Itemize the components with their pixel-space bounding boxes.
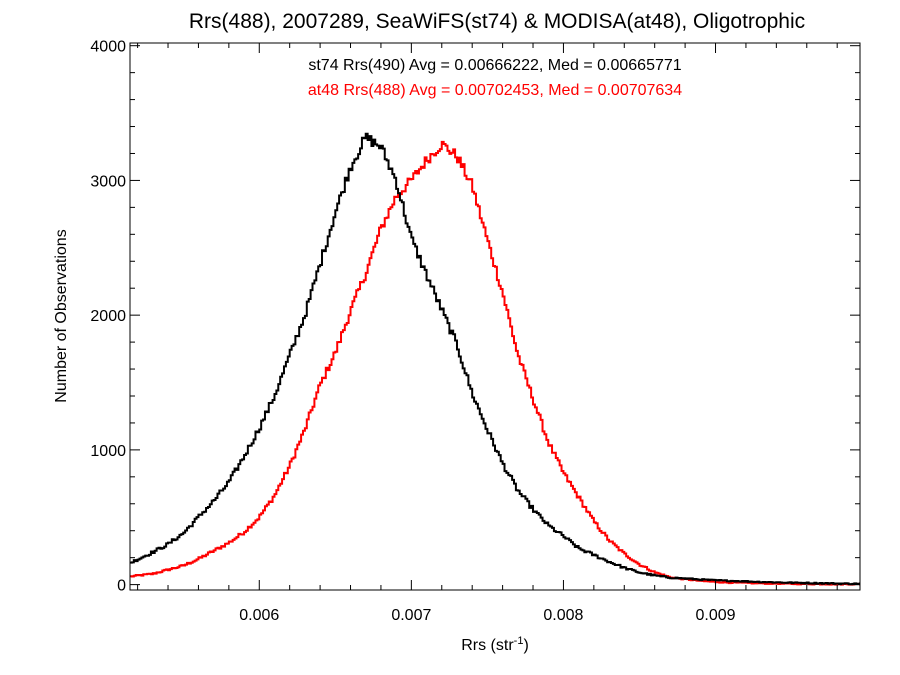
- y-tick-label: 0: [117, 578, 126, 595]
- x-axis-label: Rrs (str-1): [461, 635, 529, 654]
- x-axis-label-end: ): [523, 637, 528, 654]
- y-tick-label: 2000: [90, 308, 126, 325]
- x-axis: 0.006 0.007 0.008 0.009: [137, 43, 838, 624]
- plot-series-group: [130, 132, 860, 586]
- series-line-st74: [130, 132, 860, 586]
- y-axis: 0 1000 2000 3000 4000: [90, 39, 860, 595]
- y-axis-label: Number of Observations: [53, 229, 70, 402]
- y-tick-label: 1000: [90, 443, 126, 460]
- x-tick-label: 0.009: [695, 607, 735, 624]
- x-tick-label: 0.006: [239, 607, 279, 624]
- x-axis-label-superscript: -1: [514, 635, 524, 647]
- x-tick-label: 0.007: [391, 607, 431, 624]
- chart-title: Rrs(488), 2007289, SeaWiFS(st74) & MODIS…: [189, 10, 805, 33]
- y-tick-label: 4000: [90, 39, 126, 56]
- legend-entry-st74: st74 Rrs(490) Avg = 0.00666222, Med = 0.…: [308, 57, 681, 74]
- y-tick-label: 3000: [90, 173, 126, 190]
- x-tick-label: 0.008: [543, 607, 583, 624]
- plot-frame: [129, 42, 861, 591]
- legend-entry-at48: at48 Rrs(488) Avg = 0.00702453, Med = 0.…: [308, 82, 682, 99]
- x-axis-label-main: Rrs (str: [461, 637, 514, 654]
